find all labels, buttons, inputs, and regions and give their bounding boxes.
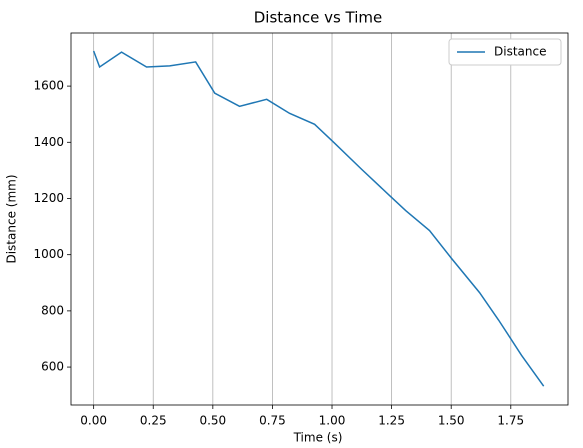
y-axis-label: Distance (mm) — [5, 174, 19, 263]
x-tick-label: 1.00 — [319, 414, 346, 428]
y-tick-label: 1200 — [33, 191, 64, 205]
legend-box — [448, 38, 562, 66]
x-tick-label: 0.50 — [199, 414, 226, 428]
y-tick-label: 1400 — [33, 135, 64, 149]
x-tick-label: 0.25 — [140, 414, 167, 428]
x-tick-label: 0.75 — [259, 414, 286, 428]
x-tick-label: 0.00 — [80, 414, 107, 428]
y-tick-label: 1600 — [33, 79, 64, 93]
y-tick-label: 1000 — [33, 247, 64, 261]
y-tick-label: 800 — [41, 303, 64, 317]
chart-title: Distance vs Time — [254, 9, 383, 27]
x-tick-label: 1.75 — [497, 414, 524, 428]
legend-label: Distance — [494, 45, 546, 59]
plot-frame — [70, 32, 569, 406]
data-line — [92, 50, 545, 387]
x-tick-label: 1.50 — [438, 414, 465, 428]
y-tick-label: 600 — [41, 360, 64, 374]
x-tick-label: 1.25 — [378, 414, 405, 428]
x-axis-label: Time (s) — [293, 431, 343, 445]
